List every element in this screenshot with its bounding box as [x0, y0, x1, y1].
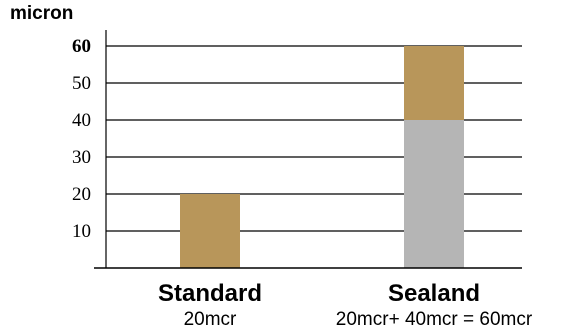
- axes: [94, 30, 522, 269]
- bars: [180, 46, 464, 268]
- bar-sealand-segment-1: [404, 46, 464, 120]
- y-tick-label-10: 10: [72, 221, 91, 242]
- category-subtitle-standard: 20mcr: [184, 309, 237, 330]
- y-tick-label-50: 50: [72, 73, 91, 94]
- y-axis-label: micron: [10, 3, 74, 24]
- category-subtitle-sealand: 20mcr+ 40mcr = 60mcr: [336, 309, 533, 330]
- category-label-standard: Standard: [158, 280, 262, 307]
- y-tick-label-20: 20: [72, 184, 91, 205]
- category-label-sealand: Sealand: [388, 280, 480, 307]
- bar-standard-segment-1: [180, 194, 240, 268]
- bar-sealand-segment-0: [404, 120, 464, 268]
- y-tick-label-60: 60: [72, 36, 91, 57]
- y-tick-label-40: 40: [72, 110, 91, 131]
- y-tick-label-30: 30: [72, 147, 91, 168]
- y-tick-labels: 10 20 30 40 50 60: [72, 36, 91, 242]
